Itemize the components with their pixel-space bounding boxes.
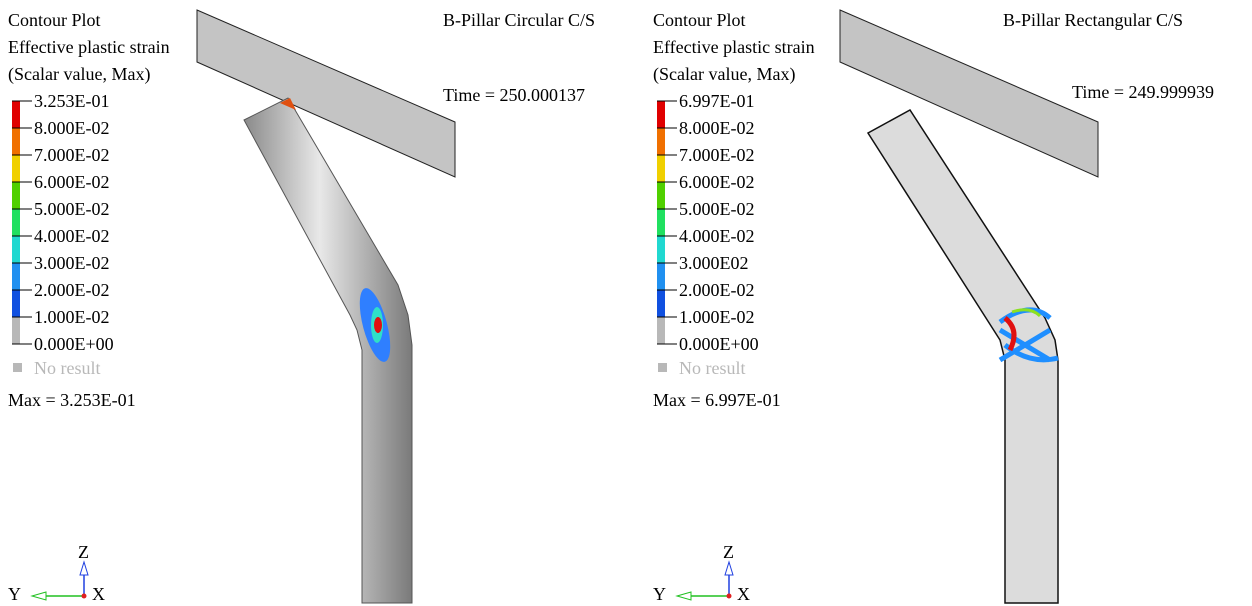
y-arrow <box>677 592 691 600</box>
legend-swatch <box>12 263 20 290</box>
legend-swatch <box>12 128 20 155</box>
legend-swatch <box>657 182 665 209</box>
axis-label: X <box>737 584 750 604</box>
legend-label: 7.000E-02 <box>679 145 755 165</box>
quantity-label: Effective plastic strain <box>653 37 815 57</box>
legend-label: 2.000E-02 <box>34 280 110 300</box>
z-arrow <box>80 562 88 575</box>
max-label: Max = 3.253E-01 <box>8 390 136 410</box>
no-result-label: No result <box>679 358 746 378</box>
time-label: Time = 250.000137 <box>443 85 585 105</box>
legend-label: 8.000E-02 <box>679 118 755 138</box>
legend-label: 4.000E-02 <box>34 226 110 246</box>
axis-label: Z <box>78 542 89 562</box>
legend-label: 5.000E-02 <box>34 199 110 219</box>
z-arrow <box>725 562 733 575</box>
model-name: B-Pillar Rectangular C/S <box>1003 10 1183 30</box>
legend-swatch <box>12 209 20 236</box>
legend-swatch <box>12 317 20 344</box>
legend-label: 6.000E-02 <box>679 172 755 192</box>
legend-label: 5.000E-02 <box>679 199 755 219</box>
legend-label: 1.000E-02 <box>679 307 755 327</box>
legend-swatch <box>657 236 665 263</box>
legend-swatch <box>657 290 665 317</box>
strain-zone <box>374 317 382 333</box>
no-result-label: No result <box>34 358 101 378</box>
legend-label: 6.997E-01 <box>679 91 755 111</box>
legend-label: 7.000E-02 <box>34 145 110 165</box>
plate <box>840 10 1098 177</box>
no-result-swatch <box>658 363 667 372</box>
legend-swatch <box>657 155 665 182</box>
legend-label: 8.000E-02 <box>34 118 110 138</box>
legend-swatch <box>12 101 20 128</box>
axis-label: Z <box>723 542 734 562</box>
legend-label: 0.000E+00 <box>679 334 759 354</box>
mode-label: (Scalar value, Max) <box>653 64 795 84</box>
legend-swatch <box>12 182 20 209</box>
plot-title: Contour Plot <box>653 10 746 30</box>
legend-label: 4.000E-02 <box>679 226 755 246</box>
max-label: Max = 6.997E-01 <box>653 390 781 410</box>
model-name: B-Pillar Circular C/S <box>443 10 595 30</box>
legend-label: 2.000E-02 <box>679 280 755 300</box>
legend-label: 3.000E02 <box>679 253 749 273</box>
x-axis <box>82 594 87 599</box>
y-arrow <box>32 592 46 600</box>
legend-label: 6.000E-02 <box>34 172 110 192</box>
legend-swatch <box>657 101 665 128</box>
legend-swatch <box>657 263 665 290</box>
legend-swatch <box>657 128 665 155</box>
legend-swatch <box>657 317 665 344</box>
screenshot: Contour Plot Effective plastic strain (Sca… <box>0 0 1252 606</box>
time-label: Time = 249.999939 <box>1072 82 1214 102</box>
axis-label: X <box>92 584 105 604</box>
legend-label: 3.000E-02 <box>34 253 110 273</box>
geometry <box>0 0 1252 606</box>
legend-label: 1.000E-02 <box>34 307 110 327</box>
legend-swatch <box>12 290 20 317</box>
plate <box>197 10 455 177</box>
quantity-label: Effective plastic strain <box>8 37 170 57</box>
legend-swatch <box>657 209 665 236</box>
legend-swatch <box>12 236 20 263</box>
x-axis <box>727 594 732 599</box>
axis-label: Y <box>8 584 21 604</box>
mode-label: (Scalar value, Max) <box>8 64 150 84</box>
axis-label: Y <box>653 584 666 604</box>
plot-title: Contour Plot <box>8 10 101 30</box>
legend-label: 3.253E-01 <box>34 91 110 111</box>
legend-label: 0.000E+00 <box>34 334 114 354</box>
no-result-swatch <box>13 363 22 372</box>
legend-swatch <box>12 155 20 182</box>
